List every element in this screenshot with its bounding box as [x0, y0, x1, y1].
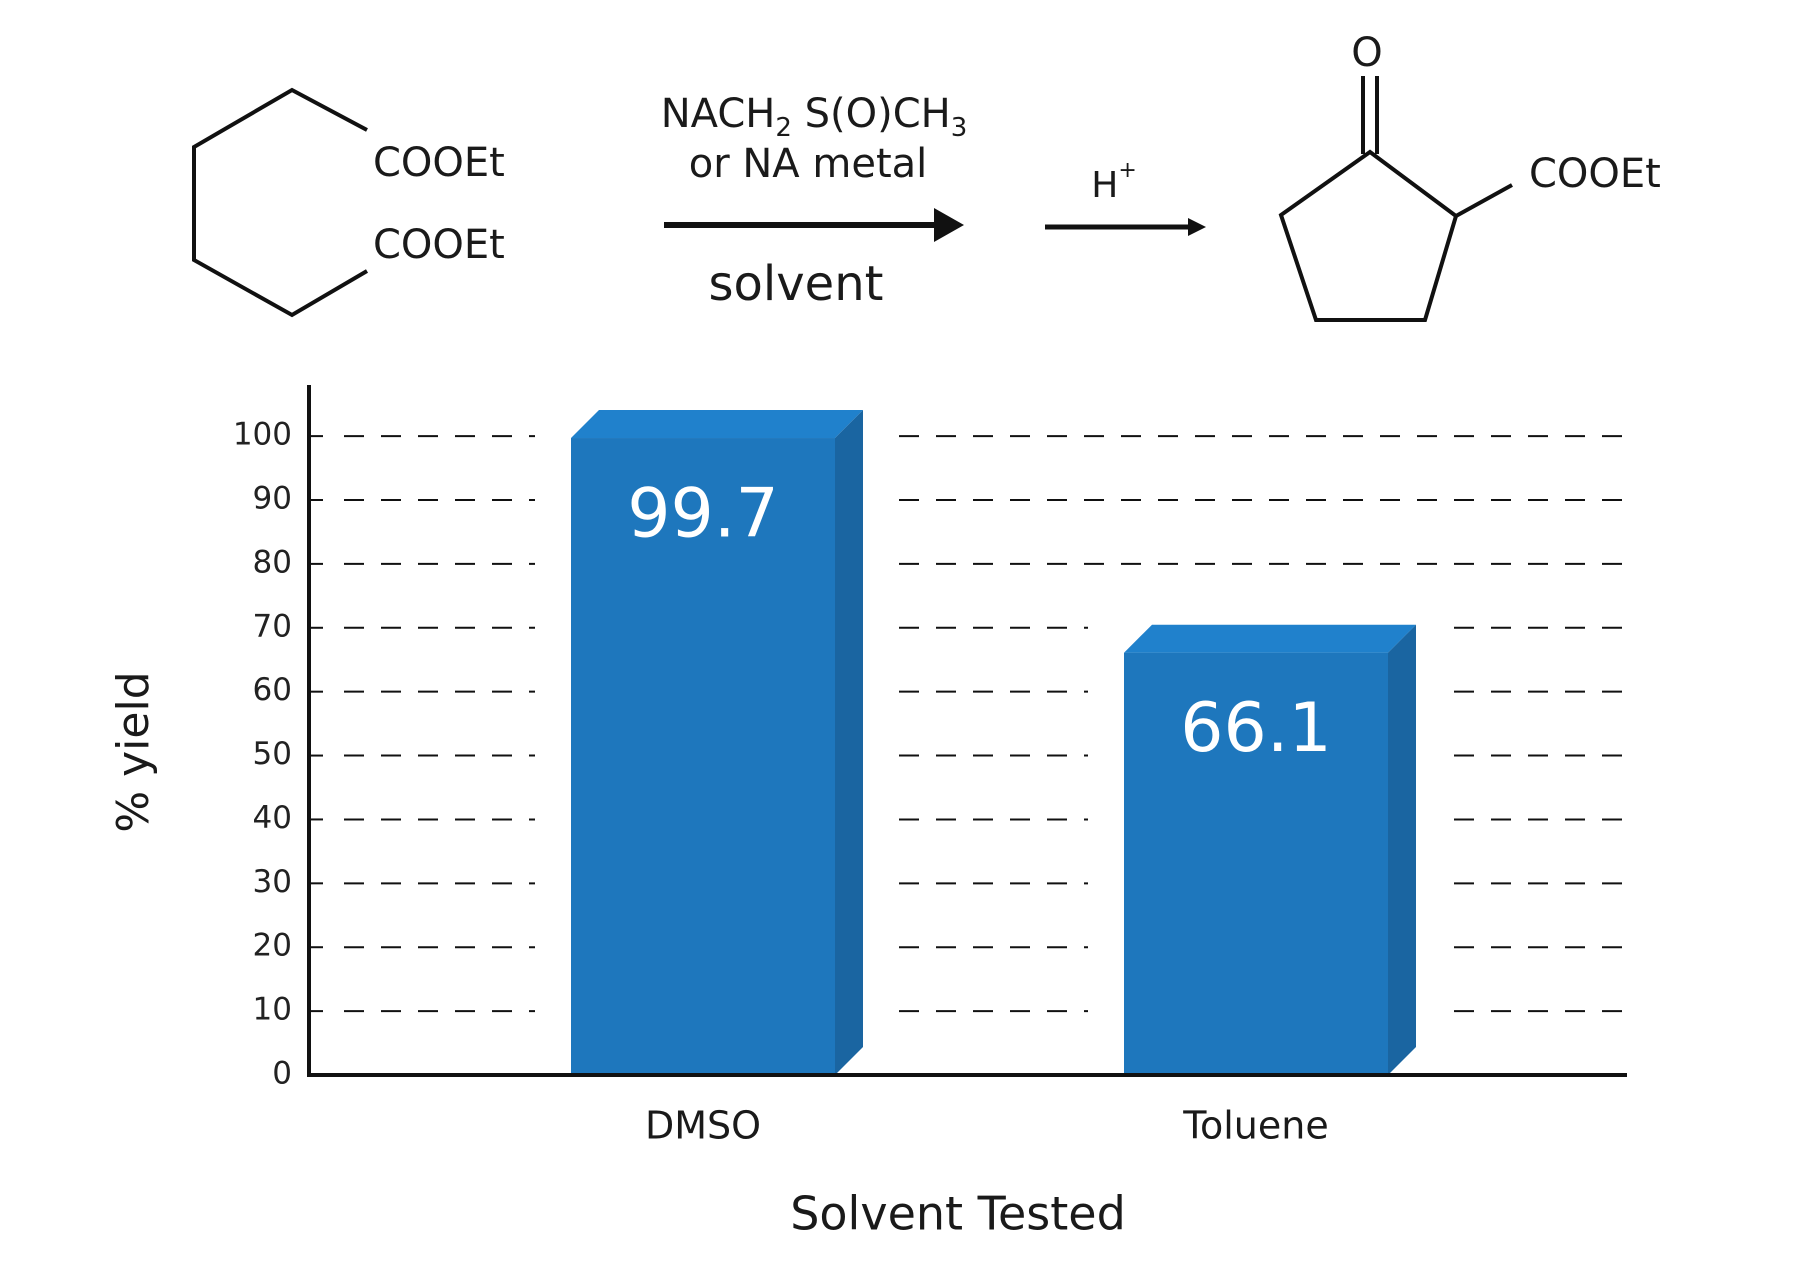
y-tick-label: 90	[253, 481, 292, 517]
reagent-subscript: 3	[951, 113, 968, 143]
reactant-chain	[192, 87, 369, 318]
bar	[1124, 652, 1388, 1075]
solvent-label: solvent	[709, 256, 884, 312]
arrow-head	[1188, 218, 1206, 236]
y-tick-label: 20	[253, 928, 292, 964]
y-tick-label: 60	[253, 672, 292, 708]
y-tick-label: 10	[253, 992, 292, 1028]
reagent: NACH2 S(O)CH3	[661, 91, 968, 143]
arrow-head	[934, 208, 964, 242]
ester-bond	[1455, 183, 1513, 218]
bar-side	[1388, 624, 1416, 1075]
reagent-subscript: 2	[775, 113, 792, 143]
product-group: COOEt	[1529, 151, 1661, 197]
x-axis-title: Solvent Tested	[790, 1187, 1126, 1241]
y-tick-label: 80	[253, 544, 292, 580]
reagent-alt: or NA metal	[689, 141, 928, 187]
y-tick-label: 0	[272, 1056, 292, 1092]
x-tick-label: DMSO	[645, 1104, 761, 1148]
product-ring	[1278, 149, 1459, 322]
y-tick-label: 100	[233, 417, 292, 453]
reactant-group: COOEt	[373, 222, 505, 268]
reagent-part: NACH	[661, 91, 776, 137]
value-label: 99.7	[627, 475, 778, 554]
product-oxygen: O	[1351, 30, 1382, 76]
value-label: 66.1	[1180, 689, 1331, 768]
bar-side	[835, 410, 863, 1075]
plot: 0 10 20 30 40 50 60 70 80 90 100 99.7 DMSO 66.1 Toluen…	[233, 385, 1633, 1148]
acid-charge: +	[1118, 158, 1136, 183]
y-tick-label: 50	[253, 736, 292, 772]
reactant-group: COOEt	[373, 140, 505, 186]
bar-top	[1124, 624, 1416, 653]
y-axis-title: % yield	[108, 671, 159, 832]
acid-symbol: H	[1091, 165, 1118, 206]
reagent-part: S(O)CH	[792, 91, 951, 137]
scheme-labels: COOEt COOEt NACH2 S(O)CH3 or NA metal so…	[373, 30, 1661, 312]
x-tick-label: Toluene	[1182, 1104, 1329, 1148]
reaction-scheme	[192, 76, 1513, 322]
y-tick-label: 70	[253, 608, 292, 644]
acid: H+	[1091, 158, 1137, 206]
y-tick-label: 30	[253, 864, 292, 900]
y-tick-label: 40	[253, 800, 292, 836]
bar-top	[571, 410, 863, 439]
bar	[571, 438, 835, 1075]
